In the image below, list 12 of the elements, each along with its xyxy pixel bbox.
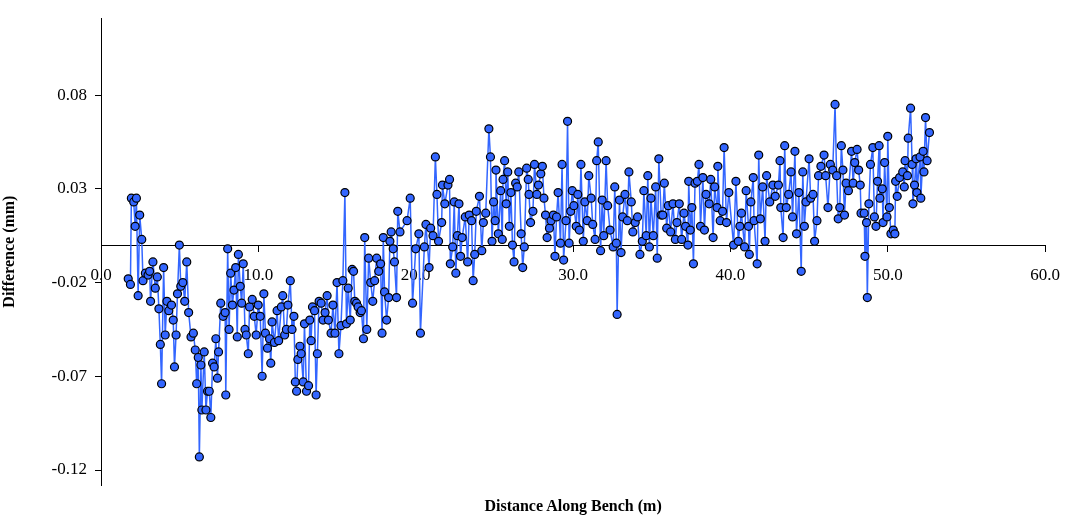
y-axis-title: Difference (mm) — [0, 195, 18, 308]
y-tick-label: 0.03 — [57, 178, 87, 198]
x-tick-label: 60.0 — [1030, 264, 1060, 284]
y-tick-label: 0.08 — [57, 84, 87, 104]
x-tick-label: 50.0 — [872, 264, 903, 284]
x-tick-label: 10.0 — [243, 264, 274, 284]
x-tick-label: 40.0 — [715, 264, 746, 284]
y-tick-label: -0.02 — [51, 272, 87, 291]
x-axis-title: Distance Along Bench (m) — [484, 497, 662, 516]
x-tick-label: 30.0 — [558, 264, 588, 284]
y-tick-label: -0.12 — [51, 459, 87, 479]
y-tick-label: -0.07 — [51, 365, 88, 385]
